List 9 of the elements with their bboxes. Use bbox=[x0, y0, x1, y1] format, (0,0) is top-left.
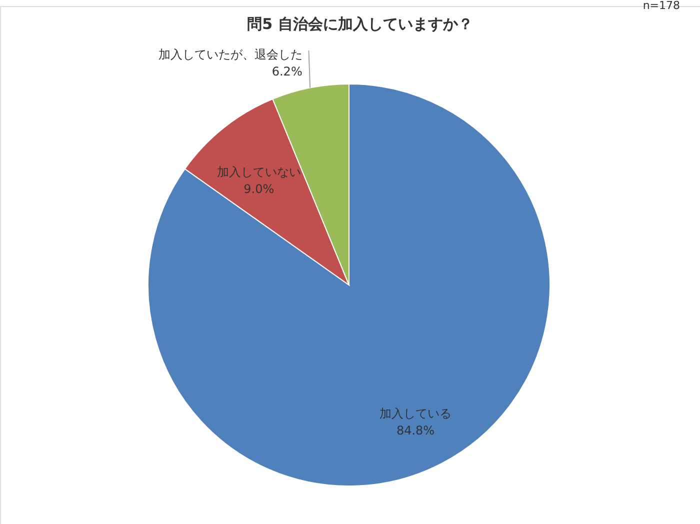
slice-label: 加入している bbox=[380, 406, 452, 421]
pie-slice bbox=[148, 84, 550, 486]
chart-title: 問5 自治会に加入していますか？ bbox=[247, 15, 473, 33]
slice-label: 加入していない bbox=[216, 164, 301, 179]
data-label: 9.0% bbox=[244, 182, 274, 196]
text: n=178 bbox=[642, 0, 680, 12]
slice-label: 加入していたが、退会した bbox=[158, 48, 302, 62]
data-label: 6.2% bbox=[272, 64, 302, 79]
data-label: 84.8% bbox=[396, 424, 435, 438]
